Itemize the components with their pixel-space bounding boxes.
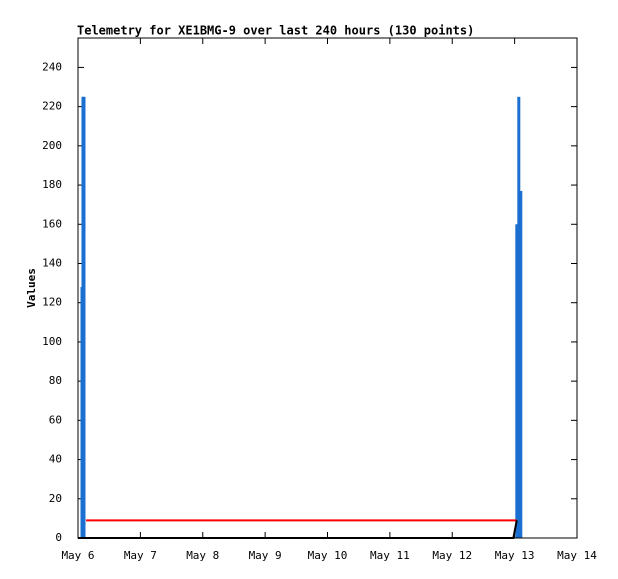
y-tick-label: 220	[42, 100, 62, 113]
y-tick-label: 40	[49, 453, 62, 466]
y-tick-label: 20	[49, 492, 62, 505]
y-tick-label: 160	[42, 217, 62, 230]
y-tick-label: 80	[49, 374, 62, 387]
y-axis-label: Values	[25, 268, 38, 308]
series-line	[78, 520, 518, 539]
x-tick-label: May 10	[308, 549, 348, 562]
y-tick-label: 200	[42, 139, 62, 152]
y-tick-label: 120	[42, 296, 62, 309]
impulse	[517, 96, 521, 538]
y-tick-label: 60	[49, 413, 62, 426]
x-tick-label: May 12	[432, 549, 472, 562]
y-tick-label: 0	[55, 531, 62, 544]
x-tick-label: May 11	[370, 549, 410, 562]
y-tick-label: 140	[42, 256, 62, 269]
x-tick-label: May 7	[124, 549, 157, 562]
chart-title: Telemetry for XE1BMG-9 over last 240 hou…	[77, 24, 474, 38]
impulse	[515, 224, 519, 538]
impulse	[519, 190, 523, 539]
x-tick-label: May 14	[557, 549, 597, 562]
y-tick-label: 180	[42, 178, 62, 191]
impulse	[82, 96, 86, 538]
y-tick-label: 240	[42, 60, 62, 73]
x-tick-label: May 8	[186, 549, 219, 562]
x-tick-label: May 13	[495, 549, 535, 562]
x-tick-label: May 9	[249, 549, 282, 562]
plot-frame	[77, 37, 578, 539]
x-tick-label: May 6	[61, 549, 94, 562]
y-tick-label: 100	[42, 335, 62, 348]
